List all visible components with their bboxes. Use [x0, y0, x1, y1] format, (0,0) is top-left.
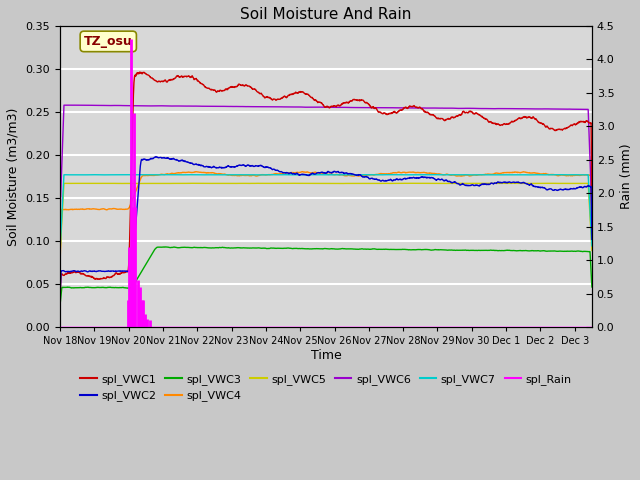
Y-axis label: Rain (mm): Rain (mm) [620, 144, 633, 209]
Y-axis label: Soil Moisture (m3/m3): Soil Moisture (m3/m3) [7, 108, 20, 246]
Legend: spl_VWC1, spl_VWC2, spl_VWC3, spl_VWC4, spl_VWC5, spl_VWC6, spl_VWC7, spl_Rain: spl_VWC1, spl_VWC2, spl_VWC3, spl_VWC4, … [76, 370, 577, 406]
X-axis label: Time: Time [310, 349, 341, 362]
Title: Soil Moisture And Rain: Soil Moisture And Rain [240, 7, 412, 22]
Text: TZ_osu: TZ_osu [84, 35, 132, 48]
